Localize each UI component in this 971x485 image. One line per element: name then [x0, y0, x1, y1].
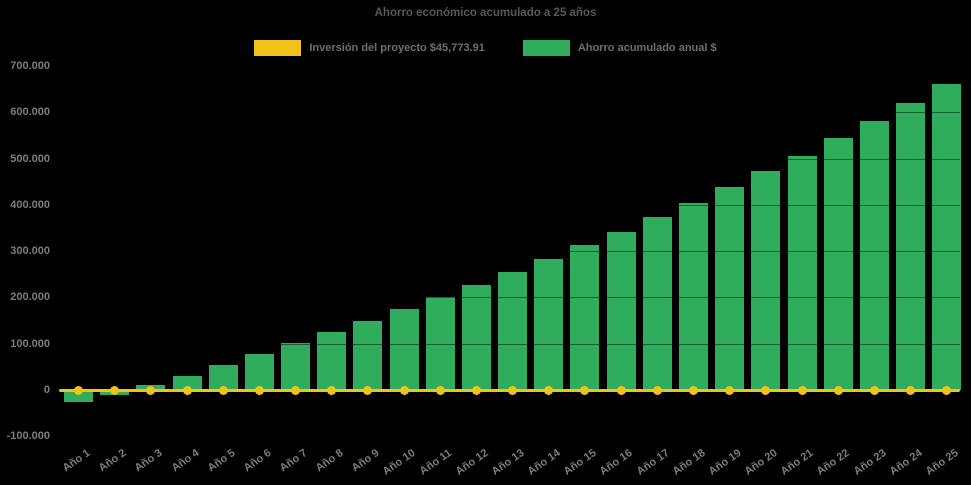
y-tick-400000: 400.000 — [10, 198, 50, 211]
bar-year-19 — [715, 187, 745, 390]
line-point-year-13-icon — [508, 385, 518, 395]
x-label-year-9: Año 9 — [349, 447, 382, 475]
bar-year-12 — [461, 285, 491, 390]
bar-year-16 — [606, 231, 636, 390]
y-tick-200000: 200.000 — [10, 291, 50, 304]
line-point-year-21-icon — [797, 385, 807, 395]
line-point-year-17-icon — [652, 385, 662, 395]
line-point-year-19-icon — [725, 385, 735, 395]
line-point-year-20-icon — [761, 385, 771, 395]
line-point-year-11-icon — [435, 385, 445, 395]
x-label-year-8: Año 8 — [313, 447, 346, 475]
bar-year-14 — [534, 258, 564, 390]
x-label-year-1: Año 1 — [60, 447, 93, 475]
y-tick-0: 0 — [43, 384, 50, 396]
line-point-year-22-icon — [833, 385, 843, 395]
gridline-700000 — [59, 65, 960, 67]
legend-swatch-investment-icon — [254, 40, 302, 56]
x-label-year-14: Año 14 — [525, 447, 563, 478]
bar-year-20 — [751, 171, 781, 390]
x-label-year-11: Año 11 — [417, 447, 455, 478]
line-point-year-25-icon — [942, 385, 952, 395]
bar-year-13 — [498, 271, 528, 390]
line-point-year-8-icon — [327, 385, 337, 395]
legend: Inversión del proyecto $45,773.91 Ahorro… — [0, 38, 971, 58]
line-point-year-3-icon — [146, 385, 156, 395]
y-tick-300000: 300.000 — [10, 245, 50, 258]
gridline-100000 — [59, 343, 960, 345]
x-label-year-6: Año 6 — [241, 447, 274, 475]
line-point-year-12-icon — [471, 385, 481, 395]
line-point-year-23-icon — [869, 385, 879, 395]
line-point-year-9-icon — [363, 385, 373, 395]
x-label-year-25: Año 25 — [923, 447, 961, 478]
legend-item-savings: Ahorro acumulado anual $ — [522, 40, 717, 56]
x-label-year-24: Año 24 — [887, 447, 925, 478]
bar-year-6 — [244, 354, 274, 390]
bar-year-4 — [172, 375, 202, 390]
gridline-600000 — [59, 112, 960, 114]
x-label-year-4: Año 4 — [169, 447, 202, 475]
line-point-year-24-icon — [906, 385, 915, 395]
x-label-year-23: Año 23 — [851, 447, 889, 478]
line-point-year-10-icon — [399, 385, 409, 395]
y-tick-100000: 100.000 — [10, 337, 50, 350]
gridline--100000 — [59, 436, 960, 438]
bar-year-24 — [896, 102, 925, 390]
x-label-year-13: Año 13 — [489, 447, 527, 478]
x-label-year-5: Año 5 — [205, 447, 238, 475]
bar-year-9 — [353, 320, 383, 390]
line-point-year-4-icon — [182, 385, 192, 395]
line-point-year-2-icon — [110, 385, 120, 395]
legend-label-investment: Inversión del proyecto $45,773.91 — [309, 42, 485, 54]
x-label-year-10: Año 10 — [381, 447, 419, 478]
bar-year-25 — [932, 84, 962, 390]
x-label-year-21: Año 21 — [778, 447, 816, 478]
x-label-year-12: Año 12 — [453, 447, 491, 478]
line-point-year-14-icon — [544, 385, 554, 395]
line-point-year-6-icon — [254, 385, 264, 395]
bar-year-8 — [317, 331, 347, 390]
bar-year-21 — [787, 155, 817, 390]
gridline-200000 — [59, 297, 960, 299]
x-label-year-20: Año 20 — [742, 447, 780, 478]
bar-year-15 — [570, 244, 600, 390]
legend-label-savings: Ahorro acumulado anual $ — [577, 42, 717, 54]
line-point-year-15-icon — [580, 385, 590, 395]
x-label-year-22: Año 22 — [815, 447, 853, 478]
y-tick-500000: 500.000 — [10, 152, 50, 165]
x-label-year-16: Año 16 — [598, 447, 636, 478]
line-point-year-1-icon — [74, 385, 84, 395]
x-label-year-3: Año 3 — [132, 447, 165, 475]
x-label-year-18: Año 18 — [670, 447, 708, 478]
bar-year-23 — [859, 121, 889, 390]
line-point-year-18-icon — [688, 385, 698, 395]
x-label-year-15: Año 15 — [561, 447, 599, 478]
bar-year-10 — [389, 309, 419, 390]
x-label-year-17: Año 17 — [634, 447, 672, 478]
bar-year-7 — [281, 343, 311, 390]
bar-year-18 — [678, 202, 708, 390]
bar-year-17 — [642, 217, 672, 390]
y-tick-700000: 700.000 — [10, 59, 50, 72]
y-tick--100000: -100.000 — [6, 430, 50, 443]
bar-year-22 — [823, 138, 853, 390]
bar-year-11 — [425, 297, 455, 390]
legend-swatch-savings-icon — [522, 40, 570, 56]
line-point-year-5-icon — [218, 385, 228, 395]
x-label-year-19: Año 19 — [706, 447, 744, 478]
line-point-year-16-icon — [616, 385, 626, 395]
x-label-year-2: Año 2 — [96, 447, 129, 475]
gridline-500000 — [59, 158, 960, 160]
chart-title: Ahorro económico acumulado a 25 años — [374, 7, 597, 19]
bar-year-1 — [64, 390, 94, 403]
line-point-year-7-icon — [291, 385, 301, 395]
x-label-year-7: Año 7 — [277, 447, 310, 475]
legend-item-investment: Inversión del proyecto $45,773.91 — [254, 40, 485, 56]
gridline-300000 — [59, 251, 960, 253]
y-tick-600000: 600.000 — [10, 106, 50, 119]
gridline-400000 — [59, 204, 960, 206]
